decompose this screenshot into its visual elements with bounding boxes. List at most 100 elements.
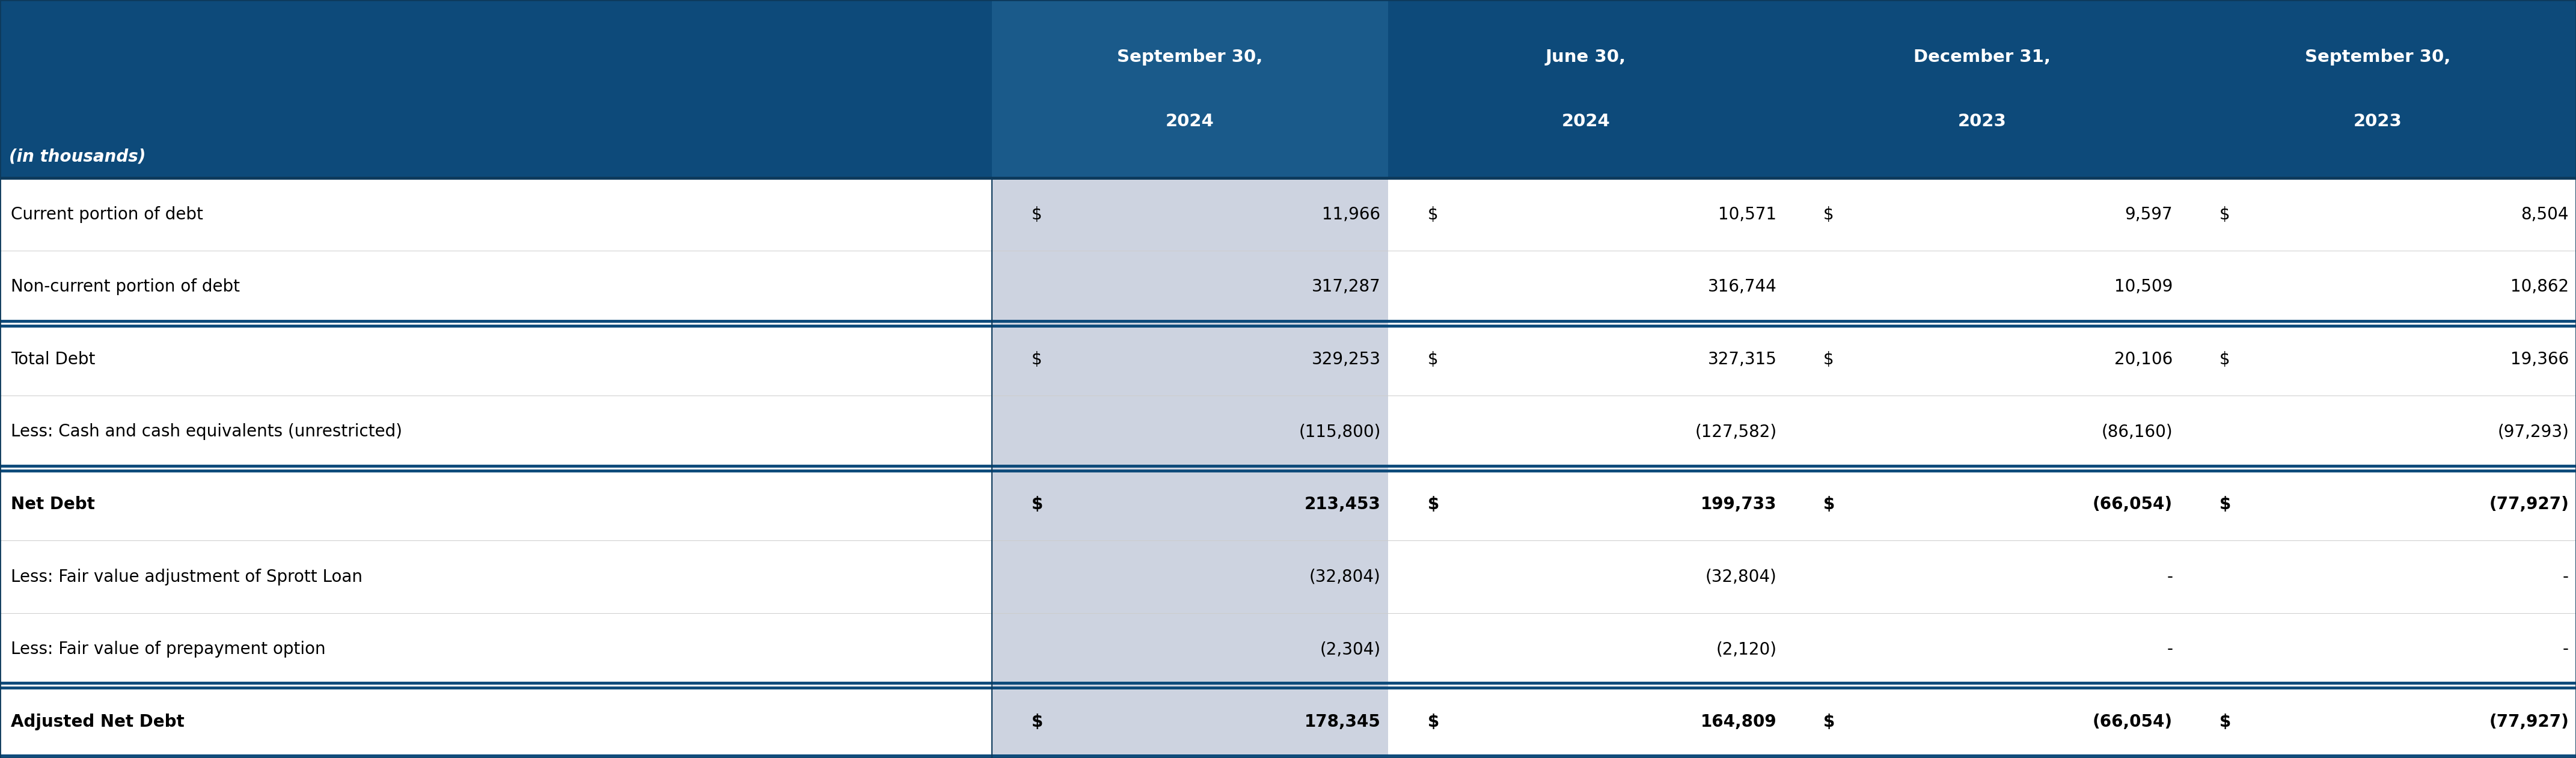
Bar (1388, 685, 1785, 758)
Text: 20,106: 20,106 (2115, 351, 2172, 368)
Bar (0, 178, 992, 251)
Text: 19,366: 19,366 (2512, 351, 2568, 368)
Text: 199,733: 199,733 (1700, 496, 1777, 512)
Text: 2023: 2023 (2354, 113, 2403, 130)
Bar (992, 540, 1388, 613)
Text: (115,800): (115,800) (1298, 424, 1381, 440)
Bar (992, 0, 1388, 178)
Text: 8,504: 8,504 (2522, 206, 2568, 223)
Bar (2179, 251, 2576, 323)
Bar (2179, 178, 2576, 251)
Text: (in thousands): (in thousands) (10, 149, 147, 165)
Bar (1388, 178, 1785, 251)
Text: $: $ (1824, 496, 1834, 512)
Text: (32,804): (32,804) (1309, 568, 1381, 585)
Bar (1785, 468, 2179, 540)
Text: $: $ (1824, 206, 1834, 223)
Text: Adjusted Net Debt: Adjusted Net Debt (10, 713, 185, 730)
Text: September 30,: September 30, (2306, 49, 2450, 65)
Bar (1388, 468, 1785, 540)
Text: June 30,: June 30, (1546, 49, 1625, 65)
Text: September 30,: September 30, (1118, 49, 1262, 65)
Bar (1388, 540, 1785, 613)
Text: 2024: 2024 (1164, 113, 1213, 130)
Bar (0, 613, 992, 685)
Bar (992, 613, 1388, 685)
Text: $: $ (1030, 206, 1041, 223)
Text: 10,509: 10,509 (2115, 278, 2172, 296)
Text: 10,862: 10,862 (2512, 278, 2568, 296)
Bar (1388, 396, 1785, 468)
Text: $: $ (2221, 496, 2231, 512)
Text: $: $ (1427, 496, 1440, 512)
Bar (2179, 613, 2576, 685)
Text: (77,927): (77,927) (2488, 496, 2568, 512)
Bar (1388, 613, 1785, 685)
Bar (992, 178, 1388, 251)
Text: $: $ (1030, 351, 1041, 368)
Text: $: $ (1427, 351, 1437, 368)
Bar (0, 468, 992, 540)
Bar (1785, 540, 2179, 613)
Bar (1388, 323, 1785, 396)
Text: $: $ (1824, 351, 1834, 368)
Text: (97,293): (97,293) (2496, 424, 2568, 440)
Bar (0, 323, 992, 396)
Bar (0, 251, 992, 323)
Bar (992, 251, 1388, 323)
Text: $: $ (2221, 206, 2231, 223)
Bar (0, 685, 992, 758)
Text: 178,345: 178,345 (1303, 713, 1381, 730)
Text: -: - (2563, 568, 2568, 585)
Text: -: - (2563, 641, 2568, 658)
Bar (2179, 540, 2576, 613)
Text: Less: Fair value adjustment of Sprott Loan: Less: Fair value adjustment of Sprott Lo… (10, 568, 363, 585)
Text: (66,054): (66,054) (2092, 713, 2172, 730)
Text: (77,927): (77,927) (2488, 713, 2568, 730)
Bar (992, 468, 1388, 540)
Bar (992, 323, 1388, 396)
Text: 10,571: 10,571 (1718, 206, 1777, 223)
Bar (0, 396, 992, 468)
Text: 164,809: 164,809 (1700, 713, 1777, 730)
Bar (1388, 251, 1785, 323)
Text: -: - (2166, 641, 2172, 658)
Text: 329,253: 329,253 (1311, 351, 1381, 368)
Bar (2179, 685, 2576, 758)
Text: Current portion of debt: Current portion of debt (10, 206, 204, 223)
Bar (1785, 685, 2179, 758)
Text: (86,160): (86,160) (2102, 424, 2172, 440)
Bar (0, 0, 2576, 178)
Text: (127,582): (127,582) (1695, 424, 1777, 440)
Text: (32,804): (32,804) (1705, 568, 1777, 585)
Bar (0, 540, 992, 613)
Bar (2179, 396, 2576, 468)
Text: 2023: 2023 (1958, 113, 2007, 130)
Text: 2024: 2024 (1561, 113, 1610, 130)
Text: 327,315: 327,315 (1708, 351, 1777, 368)
Text: Net Debt: Net Debt (10, 496, 95, 512)
Text: $: $ (1030, 496, 1043, 512)
Bar (1785, 178, 2179, 251)
Text: Less: Cash and cash equivalents (unrestricted): Less: Cash and cash equivalents (unrestr… (10, 424, 402, 440)
Bar (2179, 468, 2576, 540)
Text: (2,120): (2,120) (1716, 641, 1777, 658)
Bar (1785, 251, 2179, 323)
Bar (1785, 323, 2179, 396)
Bar (2179, 323, 2576, 396)
Text: 317,287: 317,287 (1311, 278, 1381, 296)
Text: 11,966: 11,966 (1321, 206, 1381, 223)
Text: $: $ (1824, 713, 1834, 730)
Text: $: $ (1427, 206, 1437, 223)
Text: 316,744: 316,744 (1708, 278, 1777, 296)
Text: 213,453: 213,453 (1303, 496, 1381, 512)
Text: $: $ (2221, 713, 2231, 730)
Text: $: $ (2221, 351, 2231, 368)
Text: Less: Fair value of prepayment option: Less: Fair value of prepayment option (10, 641, 325, 658)
Bar (992, 396, 1388, 468)
Text: $: $ (1427, 713, 1440, 730)
Bar (1785, 613, 2179, 685)
Text: 9,597: 9,597 (2125, 206, 2172, 223)
Text: -: - (2166, 568, 2172, 585)
Text: Non-current portion of debt: Non-current portion of debt (10, 278, 240, 296)
